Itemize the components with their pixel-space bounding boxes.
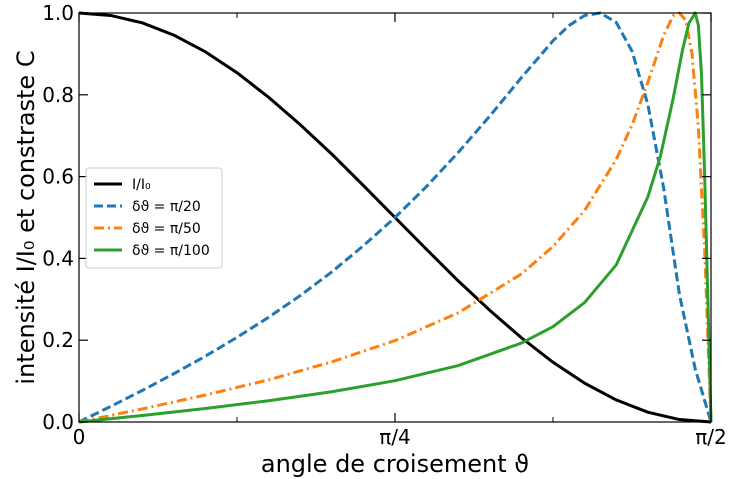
y-tick-label-3: 0.6 (42, 165, 74, 189)
legend-entry-2: δϑ = π/50 (132, 221, 201, 237)
x-axis-label: angle de croisement ϑ (261, 450, 529, 478)
y-tick-label-2: 0.4 (42, 246, 74, 270)
y-axis-label: intensité I/I₀ et constraste C (12, 50, 40, 384)
legend-entry-3: δϑ = π/100 (132, 243, 210, 259)
y-tick-label-4: 0.8 (42, 83, 74, 107)
y-tick-label-0: 0.0 (42, 410, 74, 434)
series-layer (78, 11, 713, 424)
legend-entry-0: I/I₀ (132, 177, 151, 193)
legend-box (85, 167, 223, 269)
y-tick-label-5: 1.0 (42, 1, 74, 25)
x-tick-label-0: 0 (73, 425, 86, 449)
x-tick-label-2: π/2 (695, 425, 727, 449)
series-line-1 (78, 11, 713, 424)
y-tick-label-1: 0.2 (42, 328, 74, 352)
ticks-layer: 0 π/4 π/2 0.0 0.2 0.4 0.6 0.8 1.0 (42, 1, 727, 449)
legend: I/I₀ δϑ = π/20 δϑ = π/50 δϑ = π/100 (85, 167, 223, 269)
series-line-3 (78, 11, 713, 424)
x-tick-label-1: π/4 (379, 425, 411, 449)
legend-entry-1: δϑ = π/20 (132, 199, 201, 215)
